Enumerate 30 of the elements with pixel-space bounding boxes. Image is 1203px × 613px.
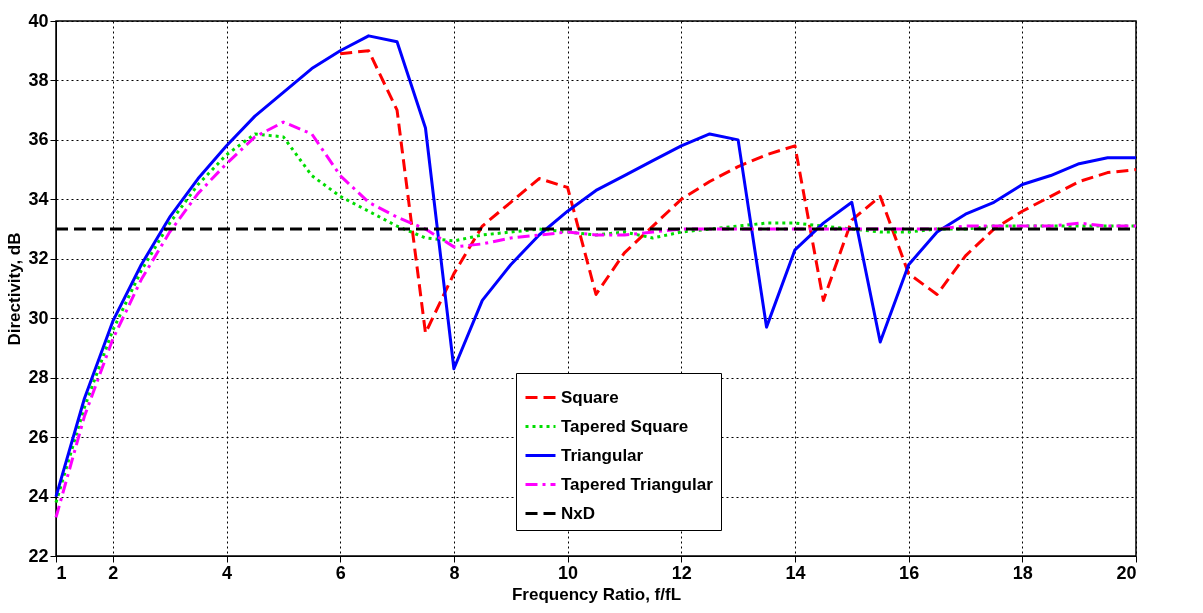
y-tick-label: 28 (28, 367, 49, 388)
x-tick-label: 10 (558, 562, 579, 583)
y-tick-label: 22 (28, 545, 49, 566)
y-tick-label: 38 (28, 69, 49, 90)
x-tick-label: 6 (335, 562, 346, 583)
legend-label: Triangular (561, 445, 644, 465)
y-axis-title: Directivity, dB (5, 232, 25, 346)
y-tick-label: 36 (28, 129, 49, 150)
x-tick-label: 20 (1116, 562, 1137, 583)
y-tick-label: 24 (28, 486, 49, 507)
x-tick-label: 4 (222, 562, 233, 583)
line-series (54, 34, 1138, 499)
y-tick-label: 40 (28, 10, 49, 31)
x-tick-label: 8 (449, 562, 460, 583)
y-tick-label: 30 (28, 307, 49, 328)
legend-label: Tapered Triangular (561, 474, 714, 494)
x-tick-label: 12 (671, 562, 692, 583)
x-tick-label: 14 (785, 562, 806, 583)
x-tick-label: 1 (56, 562, 67, 583)
legend-label: Square (561, 387, 619, 407)
x-axis-title: Frequency Ratio, f/fL (511, 584, 682, 604)
y-tick-label: 26 (28, 426, 49, 447)
legend-label: NxD (561, 503, 596, 523)
x-tick-label: 16 (899, 562, 920, 583)
y-tick-label: 32 (28, 248, 49, 269)
x-tick-label: 2 (108, 562, 119, 583)
line-series (338, 49, 1138, 335)
legend-label: Tapered Square (561, 416, 689, 436)
y-tick-label: 34 (28, 188, 49, 209)
x-tick-label: 18 (1012, 562, 1033, 583)
